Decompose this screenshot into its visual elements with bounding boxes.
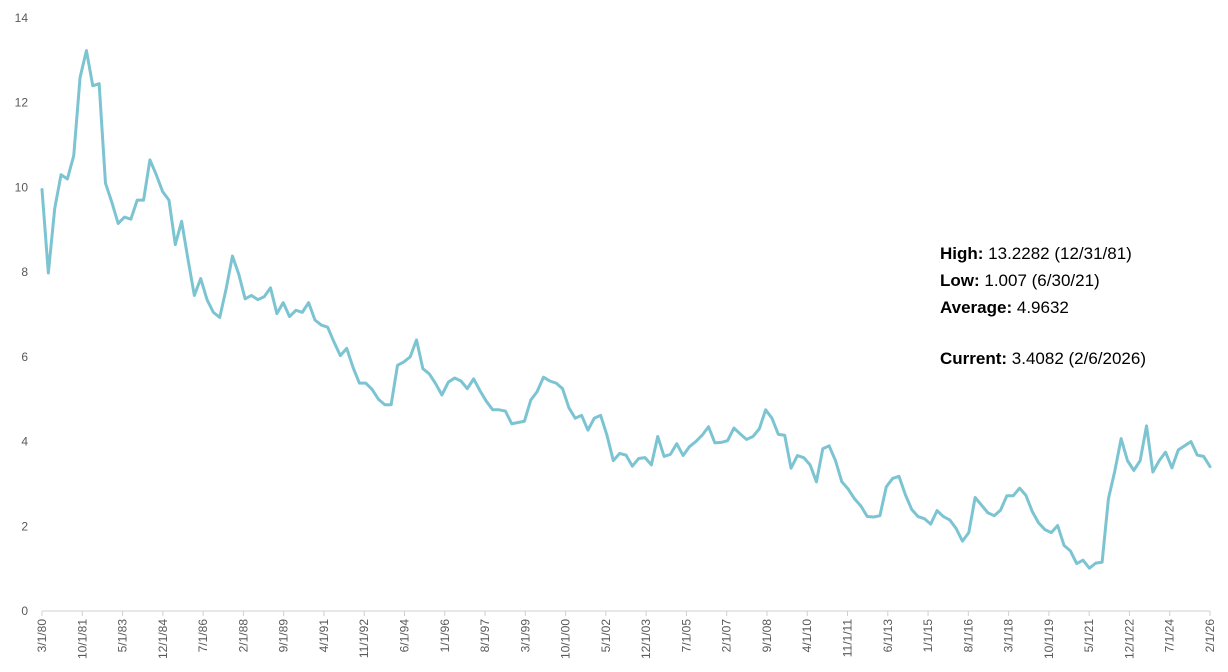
x-tick-label: 7/1/24 xyxy=(1163,619,1177,653)
x-axis-ticks: 3/1/80 10/1/81 5/1/83 12/1/84 7/1/86 2/1/88 9/… xyxy=(35,611,1217,659)
x-tick-label: 4/1/91 xyxy=(317,619,331,653)
x-tick-label: 8/1/16 xyxy=(961,619,975,653)
x-tick-label: 6/1/13 xyxy=(881,619,895,653)
x-tick-label: 5/1/21 xyxy=(1082,619,1096,653)
stat-average-label: Average: xyxy=(940,298,1013,317)
x-tick-label: 10/1/81 xyxy=(75,619,89,659)
stat-high: High: 13.2282 (12/31/81) xyxy=(940,240,1146,267)
x-tick-label: 1/1/96 xyxy=(438,619,452,653)
x-tick-label: 3/1/18 xyxy=(1002,619,1016,653)
x-tick-label: 9/1/89 xyxy=(277,619,291,653)
x-tick-label: 5/1/02 xyxy=(599,619,613,653)
x-tick-label: 12/1/22 xyxy=(1122,619,1136,659)
y-tick-label: 12 xyxy=(15,96,29,110)
x-tick-label: 2/1/26 xyxy=(1203,619,1217,653)
stats-annotation: High: 13.2282 (12/31/81) Low: 1.007 (6/3… xyxy=(940,240,1146,372)
stat-low-value: 1.007 (6/30/21) xyxy=(979,271,1100,290)
y-tick-label: 4 xyxy=(21,435,28,449)
stat-low-label: Low: xyxy=(940,271,980,290)
x-tick-label: 10/1/00 xyxy=(559,619,573,659)
x-tick-label: 3/1/80 xyxy=(35,619,49,653)
x-tick-label: 5/1/83 xyxy=(116,619,130,653)
stat-current-label: Current: xyxy=(940,349,1008,368)
x-tick-label: 7/1/05 xyxy=(679,619,693,653)
x-tick-label: 6/1/94 xyxy=(397,619,411,653)
y-tick-label: 6 xyxy=(21,350,28,364)
x-tick-label: 3/1/99 xyxy=(518,619,532,653)
x-tick-label: 11/1/11 xyxy=(841,619,855,658)
x-tick-label: 2/1/07 xyxy=(720,619,734,653)
x-tick-label: 11/1/92 xyxy=(357,619,371,658)
stat-average-value: 4.9632 xyxy=(1012,298,1069,317)
series-line xyxy=(40,49,1212,570)
x-tick-label: 10/1/19 xyxy=(1042,619,1056,659)
x-tick-label: 1/1/15 xyxy=(921,619,935,653)
stat-high-label: High: xyxy=(940,244,984,263)
x-tick-label: 8/1/97 xyxy=(478,619,492,653)
y-tick-label: 0 xyxy=(21,604,28,618)
y-tick-label: 8 xyxy=(21,265,28,279)
stat-high-value: 13.2282 (12/31/81) xyxy=(983,244,1132,263)
x-tick-label: 9/1/08 xyxy=(760,619,774,653)
y-axis-ticks: 0 2 4 6 8 10 12 14 xyxy=(15,11,29,618)
x-tick-label: 12/1/84 xyxy=(156,619,170,659)
x-tick-label: 12/1/03 xyxy=(639,619,653,659)
x-tick-label: 7/1/86 xyxy=(196,619,210,653)
x-tick-label: 4/1/10 xyxy=(800,619,814,653)
y-tick-label: 2 xyxy=(21,519,28,533)
stat-current: Current: 3.4082 (2/6/2026) xyxy=(940,345,1146,372)
y-tick-label: 10 xyxy=(15,180,29,194)
stat-average: Average: 4.9632 xyxy=(940,294,1146,321)
x-tick-label: 2/1/88 xyxy=(236,619,250,653)
stat-current-value: 3.4082 (2/6/2026) xyxy=(1007,349,1147,368)
y-tick-label: 14 xyxy=(15,11,29,25)
stat-low: Low: 1.007 (6/30/21) xyxy=(940,267,1146,294)
